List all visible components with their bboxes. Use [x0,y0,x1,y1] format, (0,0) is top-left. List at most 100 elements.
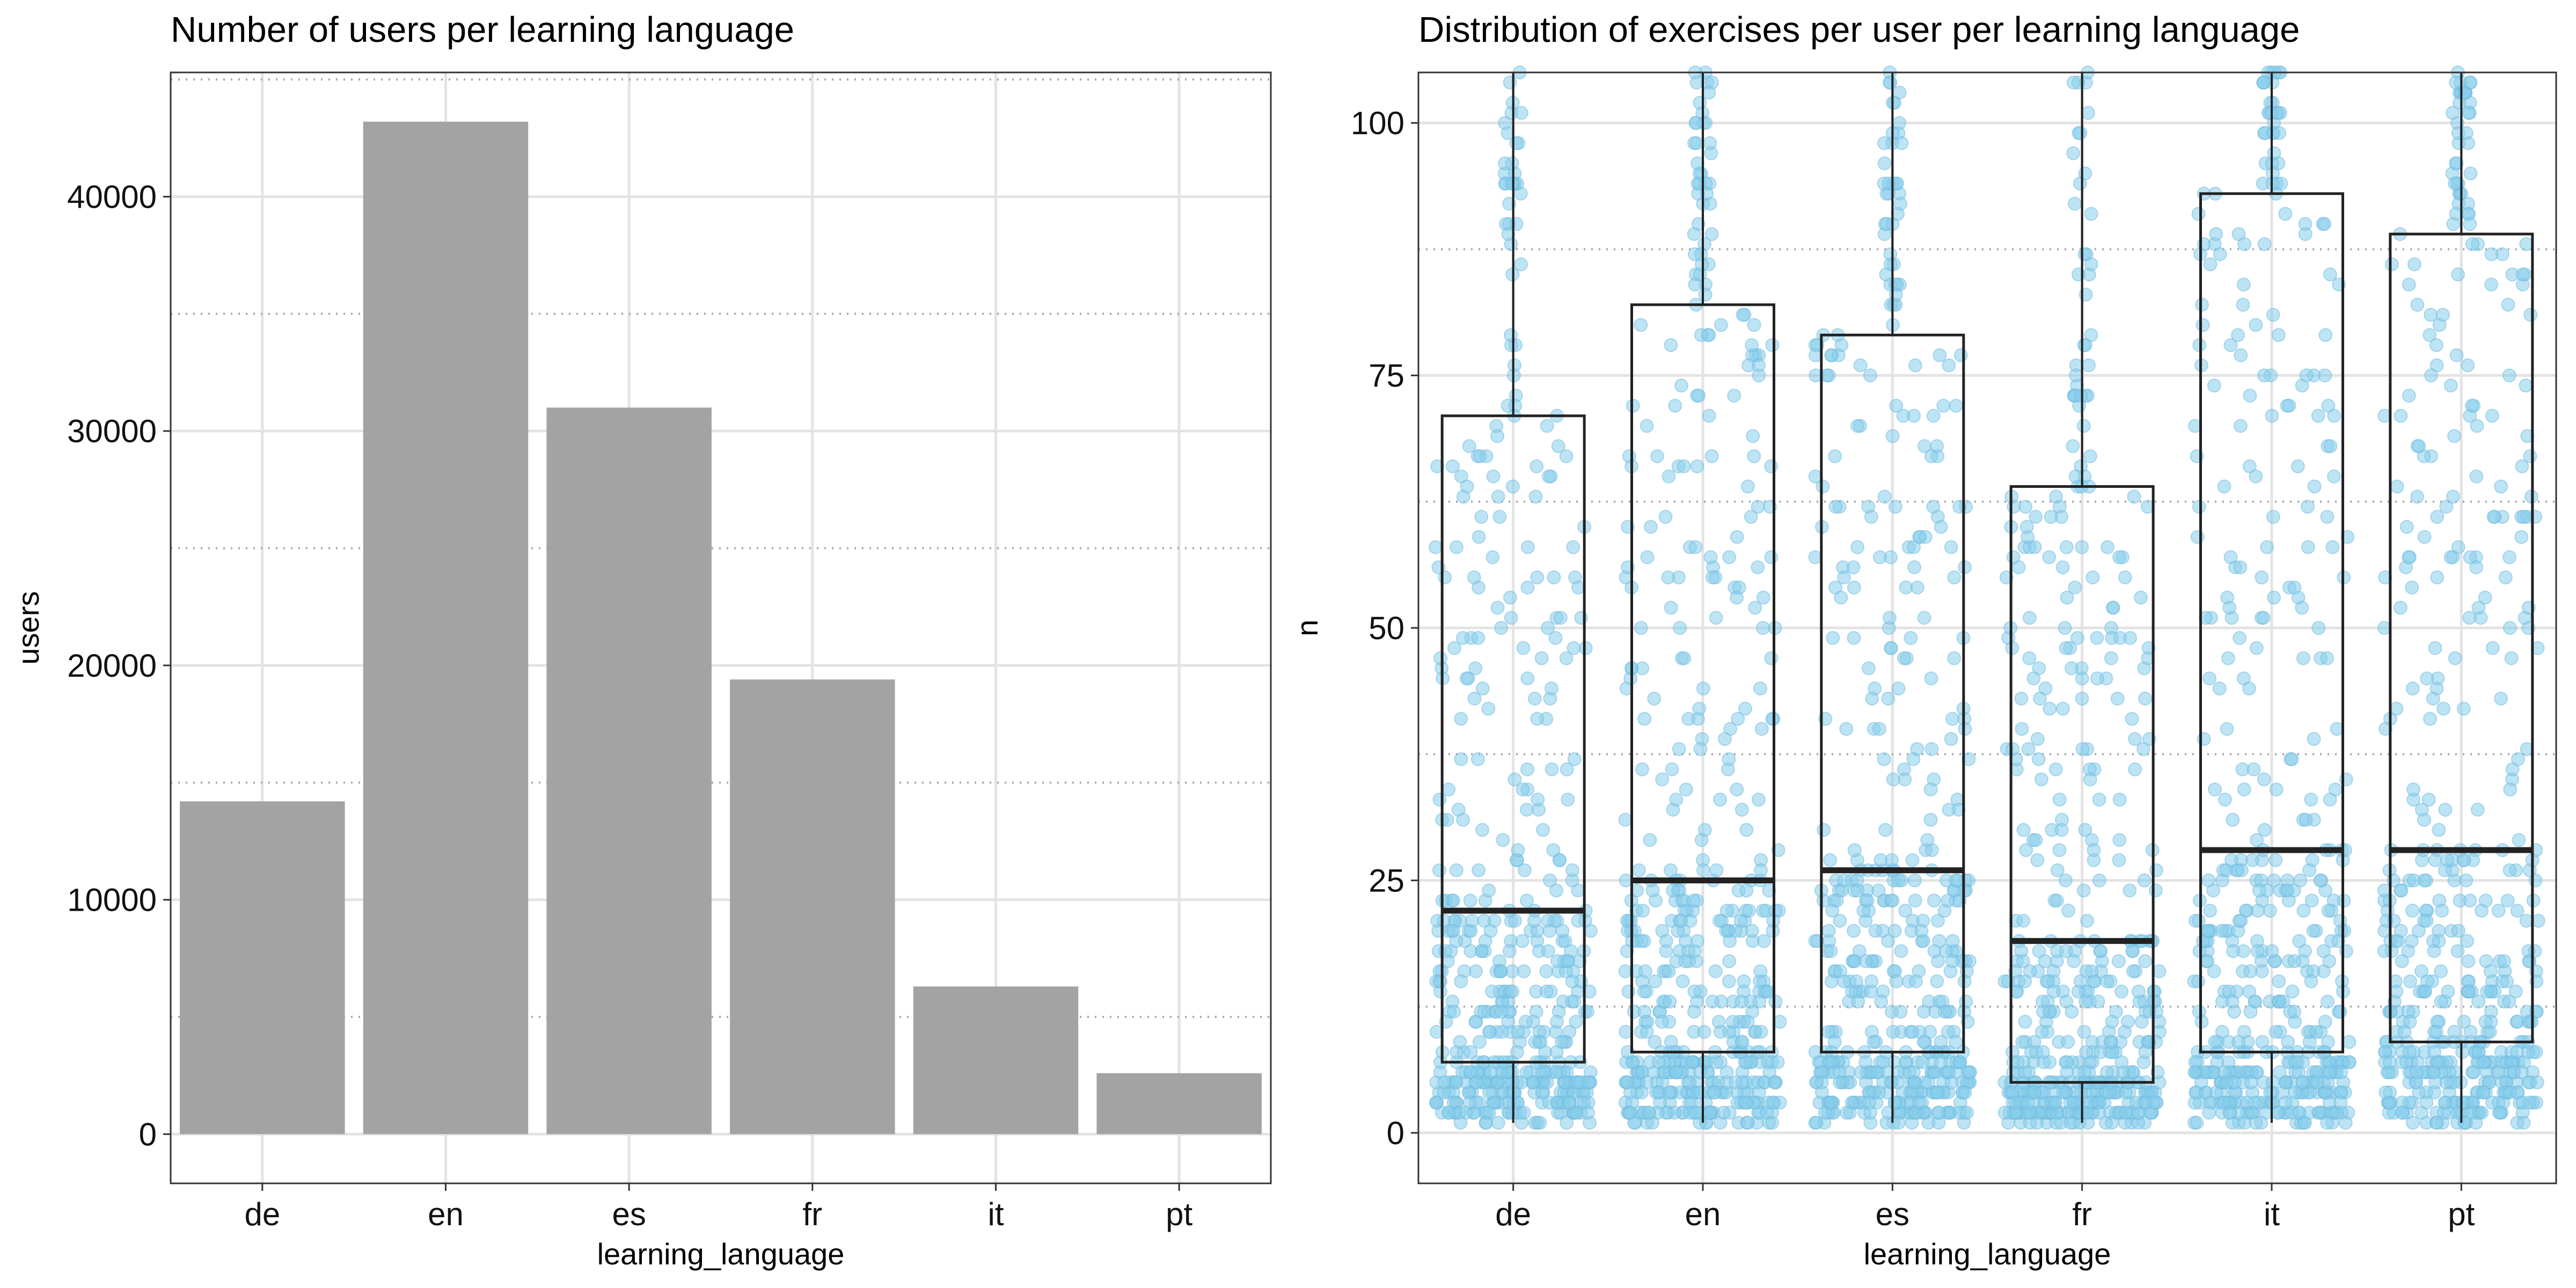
point-en [1640,1024,1654,1039]
point-es [1945,712,1959,726]
point-es [1933,348,1947,362]
point-pt [2478,590,2492,605]
point-es [1907,540,1921,554]
point-en [1747,318,1761,332]
point-es [1959,994,1973,1009]
point-de [1514,106,1528,120]
point-de [1581,1075,1596,1089]
point-en [1765,1095,1780,1110]
point-es [1877,136,1891,150]
point-fr [2094,944,2108,958]
point-fr [2091,994,2105,1009]
point-en [1664,601,1678,615]
point-it [2200,954,2215,968]
point-it [2338,1116,2353,1130]
point-en [1751,560,1765,575]
point-en [1702,1106,1717,1120]
point-it [2285,752,2299,766]
point-es [1886,1024,1900,1039]
point-en [1740,1014,1755,1029]
point-en [1662,469,1676,484]
point-en [1689,75,1704,90]
point-de [1453,1035,1467,1049]
point-fr [2078,338,2092,353]
point-fr [2138,954,2153,968]
point-de [1550,1095,1564,1110]
point-en [1704,227,1719,241]
point-pt [2419,913,2434,928]
point-pt [2502,994,2516,1009]
point-fr [2022,611,2037,625]
point-en [1634,621,1648,635]
point-pt [2500,974,2514,989]
point-es [1947,651,1962,665]
point-fr [2102,1085,2117,1100]
point-en [1735,802,1749,817]
point-pt [2469,1116,2483,1130]
point-it [2212,681,2227,696]
left-chart-panel: Number of users per learning language le… [11,10,1272,1271]
point-pt [2504,651,2519,665]
point-en [1677,651,1692,665]
point-en [1648,894,1663,908]
point-pt [2447,429,2462,443]
point-pt [2461,358,2475,372]
point-de [1481,701,1496,716]
point-fr [2104,651,2118,665]
point-pt [2405,903,2420,918]
point-pt [2394,408,2408,423]
point-es [1883,247,1898,261]
point-en [1664,863,1678,877]
point-pt [2426,691,2440,706]
point-es [1944,540,1958,554]
point-fr [2134,590,2148,605]
point-it [2266,510,2280,524]
point-fr [2036,1005,2051,1019]
left-x-tick-label: en [428,1196,464,1232]
point-it [2203,903,2218,918]
point-en [1661,570,1675,584]
point-pt [2510,1045,2524,1059]
point-it [2296,903,2311,918]
point-pt [2528,873,2543,888]
point-pt [2529,1045,2543,1059]
point-it [2311,621,2326,635]
point-de [1531,792,1545,807]
point-en [1636,903,1650,918]
point-it [2257,237,2272,251]
point-it [2290,1055,2305,1070]
point-it [2233,419,2248,433]
point-it [2231,227,2246,241]
point-fr [2098,1116,2113,1130]
point-it [2244,1075,2258,1089]
point-de [1580,1005,1594,1019]
point-de [1441,782,1456,797]
point-de [1433,651,1448,665]
point-de [1467,570,1481,584]
point-pt [2471,601,2486,615]
point-fr [2014,691,2029,706]
point-es [1930,439,1944,453]
point-pt [2405,1116,2420,1130]
point-fr [2018,1014,2032,1029]
point-fr [2065,1005,2079,1019]
point-it [2266,308,2280,322]
point-es [1926,408,1941,423]
point-de [1463,894,1477,908]
point-pt [2530,1075,2544,1089]
point-pt [2467,1065,2481,1079]
point-en [1635,1065,1649,1079]
point-fr [2016,823,2031,837]
point-fr [2090,671,2104,686]
point-de [1494,1005,1509,1019]
point-es [1889,399,1904,413]
point-it [2318,328,2333,342]
point-fr [2035,1024,2049,1039]
point-en [1668,399,1682,413]
point-fr [2076,883,2091,898]
point-pt [2439,500,2454,514]
point-es [1877,156,1892,171]
point-fr [2132,984,2146,999]
left-x-tick-label: es [612,1196,646,1232]
point-en [1754,722,1769,736]
